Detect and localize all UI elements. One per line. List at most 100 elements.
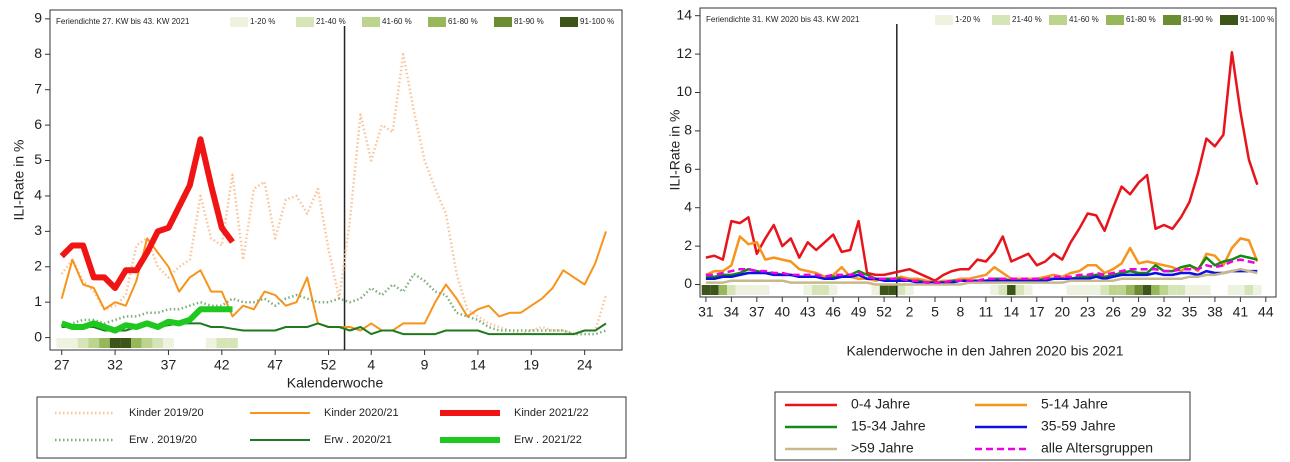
legend-label: 35-59 Jahre (1041, 418, 1116, 434)
x-tick-label: 37 (161, 357, 177, 373)
holiday-density-swatch (560, 17, 578, 27)
y-tick-label: 9 (34, 10, 42, 26)
holiday-density-cell (1066, 285, 1075, 295)
holiday-density-swatch (494, 17, 512, 27)
legend-label: 5-14 Jahre (1041, 396, 1108, 412)
holiday-density-cell (1125, 285, 1135, 295)
holiday-density-cell (227, 338, 238, 348)
x-tick-label: 41 (1233, 304, 1249, 320)
holiday-density-swatch (1220, 15, 1238, 25)
holiday-density-cell (1202, 285, 1211, 295)
legend-label: alle Altersgruppen (1041, 440, 1153, 456)
holiday-density-cell (752, 285, 762, 295)
holiday-density-label: 81-90 % (1183, 15, 1213, 24)
holiday-density-cell (1007, 285, 1016, 295)
x-tick-label: 42 (214, 357, 230, 373)
x-tick-label: 14 (1004, 304, 1020, 320)
y-tick-label: 4 (34, 187, 42, 203)
legend-label: Kinder 2020/21 (324, 407, 399, 419)
y-axis-title: ILI-Rate in % (11, 140, 27, 221)
holiday-density-cell (811, 285, 821, 295)
holiday-density-cell (744, 285, 753, 295)
y-tick-label: 2 (34, 257, 42, 273)
holiday-density-label: 1-20 % (250, 17, 275, 26)
holiday-density-cell (710, 285, 719, 295)
x-tick-label: 38 (1207, 304, 1223, 320)
x-tick-label: 23 (1080, 304, 1096, 320)
holiday-density-label: 81-90 % (514, 17, 544, 26)
holiday-density-cell (99, 338, 110, 348)
holiday-density-cell (1159, 285, 1169, 295)
holiday-density-title: Feriendichte 27. KW bis 43. KW 2021 (56, 17, 190, 26)
x-tick-label: 40 (774, 304, 790, 320)
holiday-density-cell (152, 338, 164, 348)
holiday-density-swatch (1106, 15, 1124, 25)
x-tick-label: 24 (577, 357, 593, 373)
holiday-density-cell (77, 338, 89, 348)
series-line (705, 235, 1259, 284)
series-line (705, 50, 1259, 282)
legend-label: Erw . 2021/22 (514, 434, 582, 446)
holiday-density-cell (727, 285, 736, 295)
holiday-density-cell (1134, 285, 1143, 295)
holiday-density-cell (1227, 285, 1237, 295)
y-tick-label: 1 (34, 293, 42, 309)
x-tick-label: 27 (54, 357, 70, 373)
y-tick-label: 3 (34, 222, 42, 238)
x-tick-label: 37 (749, 304, 765, 320)
holiday-density-cell (761, 285, 770, 295)
holiday-density-cell (56, 338, 68, 348)
holiday-density-cell (109, 338, 121, 348)
holiday-density-cell (879, 285, 889, 295)
x-tick-label: 20 (1054, 304, 1070, 320)
x-tick-label: 46 (825, 304, 841, 320)
holiday-density-label: 1-20 % (955, 15, 980, 24)
y-tick-label: 8 (684, 122, 692, 138)
holiday-density-swatch (428, 17, 446, 27)
holiday-density-label: 61-80 % (1126, 15, 1156, 24)
series-line (705, 258, 1258, 284)
holiday-density-cell (163, 338, 174, 348)
holiday-density-cell (1176, 285, 1186, 295)
holiday-density-cell (1108, 285, 1118, 295)
holiday-density-cell (1253, 285, 1262, 295)
y-tick-label: 10 (676, 83, 692, 99)
holiday-density-cell (1244, 285, 1254, 295)
x-tick-label: 47 (267, 357, 283, 373)
holiday-density-cell (1151, 285, 1160, 295)
x-tick-label: 19 (524, 357, 540, 373)
holiday-density-cell (1142, 285, 1152, 295)
holiday-density-cell (1074, 285, 1084, 295)
x-tick-label: 52 (876, 304, 892, 320)
holiday-density-cell (1168, 285, 1177, 295)
holiday-density-swatch (230, 17, 248, 27)
holiday-density-swatch (362, 17, 380, 27)
holiday-density-cell (896, 285, 906, 295)
legend-label: Erw . 2020/21 (324, 434, 392, 446)
y-tick-label: 12 (676, 45, 692, 61)
x-tick-label: 2 (906, 304, 914, 320)
x-tick-label: 8 (957, 304, 965, 320)
y-tick-label: 5 (34, 151, 42, 167)
holiday-density-cell (88, 338, 100, 348)
x-tick-label: 31 (698, 304, 714, 320)
holiday-density-cell (1100, 285, 1109, 295)
holiday-density-cell (1193, 285, 1203, 295)
holiday-density-cell (735, 285, 745, 295)
x-tick-label: 11 (979, 304, 994, 320)
x-tick-label: 26 (1105, 304, 1121, 320)
holiday-density-swatch (1163, 15, 1181, 25)
holiday-density-swatch (935, 15, 953, 25)
x-tick-label: 14 (470, 357, 486, 373)
holiday-density-cell (820, 285, 829, 295)
y-tick-label: 6 (684, 160, 692, 176)
holiday-density-cell (205, 338, 217, 348)
holiday-density-cell (1236, 285, 1245, 295)
x-tick-label: 4 (367, 357, 375, 373)
x-axis-title: Kalenderwoche (287, 375, 384, 391)
holiday-density-cell (998, 285, 1008, 295)
x-tick-label: 9 (421, 357, 429, 373)
x-tick-label: 34 (724, 304, 740, 320)
holiday-density-cell (871, 285, 880, 295)
